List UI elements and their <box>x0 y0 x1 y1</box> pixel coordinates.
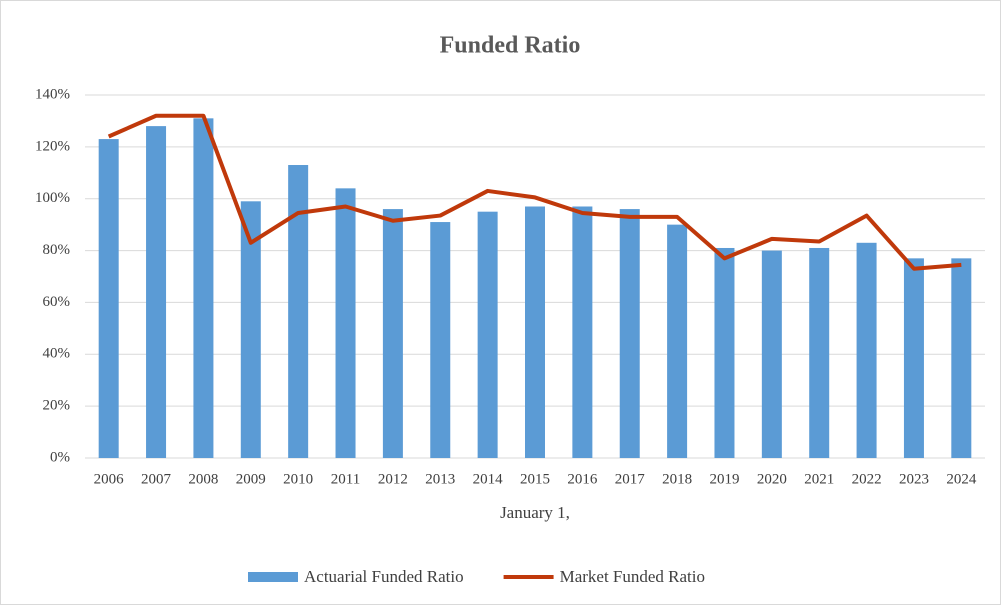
y-tick-label: 20% <box>43 398 71 414</box>
bar <box>477 211 498 458</box>
x-tick-label: 2017 <box>615 471 646 487</box>
chart-title: Funded Ratio <box>440 33 581 59</box>
x-tick-label: 2024 <box>946 471 977 487</box>
x-tick-label: 2018 <box>662 471 692 487</box>
bar <box>761 250 782 458</box>
y-tick-label: 140% <box>35 86 70 102</box>
y-tick-label: 0% <box>50 449 70 465</box>
bar <box>98 139 119 459</box>
bar <box>903 258 924 458</box>
bar <box>951 258 972 458</box>
bar <box>146 126 167 458</box>
legend-label: Actuarial Funded Ratio <box>304 567 464 586</box>
bar <box>572 206 593 458</box>
x-tick-label: 2010 <box>283 471 313 487</box>
x-tick-label: 2009 <box>236 471 266 487</box>
bar <box>619 209 640 458</box>
x-tick-label: 2020 <box>757 471 787 487</box>
x-tick-label: 2012 <box>378 471 408 487</box>
bar <box>525 206 545 458</box>
x-tick-label: 2011 <box>331 471 360 487</box>
bar <box>240 201 261 459</box>
bar <box>288 165 309 458</box>
y-tick-label: 100% <box>35 190 70 206</box>
x-tick-label: 2008 <box>188 471 218 487</box>
y-tick-label: 120% <box>35 138 70 154</box>
bar <box>809 247 830 458</box>
x-tick-label: 2015 <box>520 471 550 487</box>
y-tick-label: 80% <box>43 242 71 258</box>
legend-swatch <box>248 572 298 582</box>
x-tick-label: 2013 <box>425 471 455 487</box>
line <box>107 113 962 271</box>
x-tick-label: 2022 <box>852 471 882 487</box>
bar <box>335 188 356 459</box>
bar <box>714 247 735 458</box>
x-tick-label: 2019 <box>709 471 739 487</box>
x-tick-label: 2006 <box>94 471 125 487</box>
x-tick-label: 2023 <box>899 471 929 487</box>
bar <box>382 209 403 458</box>
legend-label: Market Funded Ratio <box>560 567 705 586</box>
x-tick-label: 2016 <box>567 471 598 487</box>
bar <box>856 242 877 458</box>
bar <box>193 118 214 458</box>
bar <box>430 222 451 458</box>
x-tick-label: 2014 <box>473 471 504 487</box>
bar <box>667 224 688 458</box>
y-tick-label: 60% <box>43 294 71 310</box>
y-tick-label: 40% <box>43 346 71 362</box>
x-tick-label: 2021 <box>804 471 834 487</box>
x-axis-label: January 1, <box>500 503 570 522</box>
x-tick-label: 2007 <box>141 471 172 487</box>
